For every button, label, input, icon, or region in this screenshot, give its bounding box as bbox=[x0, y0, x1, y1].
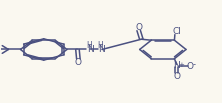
Text: H: H bbox=[97, 41, 103, 50]
Text: +: + bbox=[178, 62, 184, 68]
Text: H: H bbox=[87, 41, 92, 50]
Text: Cl: Cl bbox=[173, 27, 182, 36]
Text: -: - bbox=[193, 60, 196, 69]
Text: N: N bbox=[98, 45, 105, 54]
Text: O: O bbox=[186, 62, 193, 71]
Text: O: O bbox=[173, 72, 180, 81]
Text: O: O bbox=[75, 58, 82, 67]
Text: N: N bbox=[173, 61, 180, 70]
Text: O: O bbox=[135, 23, 142, 32]
Text: N: N bbox=[87, 45, 93, 54]
